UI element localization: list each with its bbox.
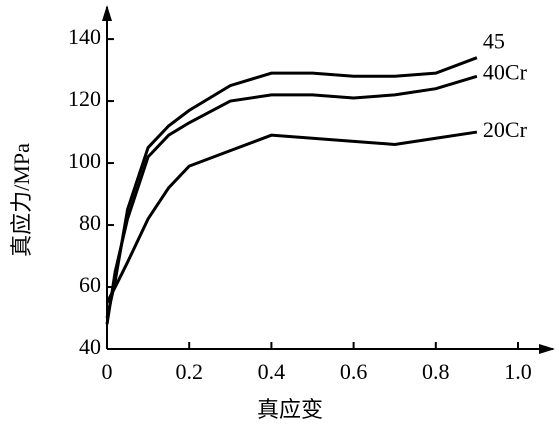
y-tick-label: 40 <box>79 334 101 359</box>
x-tick-label: 0.8 <box>422 359 450 384</box>
y-axis-label: 真应力/MPa <box>9 143 34 257</box>
series-line <box>105 56 478 319</box>
series-label: 20Cr <box>483 117 528 142</box>
series-line <box>105 130 478 304</box>
x-tick-label: 0 <box>102 359 113 384</box>
y-tick-label: 140 <box>68 24 101 49</box>
y-axis-arrow <box>102 5 112 21</box>
x-axis-arrow <box>539 344 555 354</box>
x-axis-label: 真应变 <box>257 397 323 422</box>
y-tick-label: 60 <box>79 272 101 297</box>
x-tick-label: 0.2 <box>175 359 203 384</box>
x-tick-label: 1.0 <box>504 359 532 384</box>
x-tick-label: 0.4 <box>258 359 286 384</box>
x-tick-label: 0.6 <box>340 359 368 384</box>
series-label: 40Cr <box>483 59 528 84</box>
y-tick-label: 120 <box>68 86 101 111</box>
series-label: 45 <box>483 29 505 54</box>
y-tick-label: 100 <box>68 148 101 173</box>
series-line <box>105 74 478 325</box>
y-tick-label: 80 <box>79 210 101 235</box>
